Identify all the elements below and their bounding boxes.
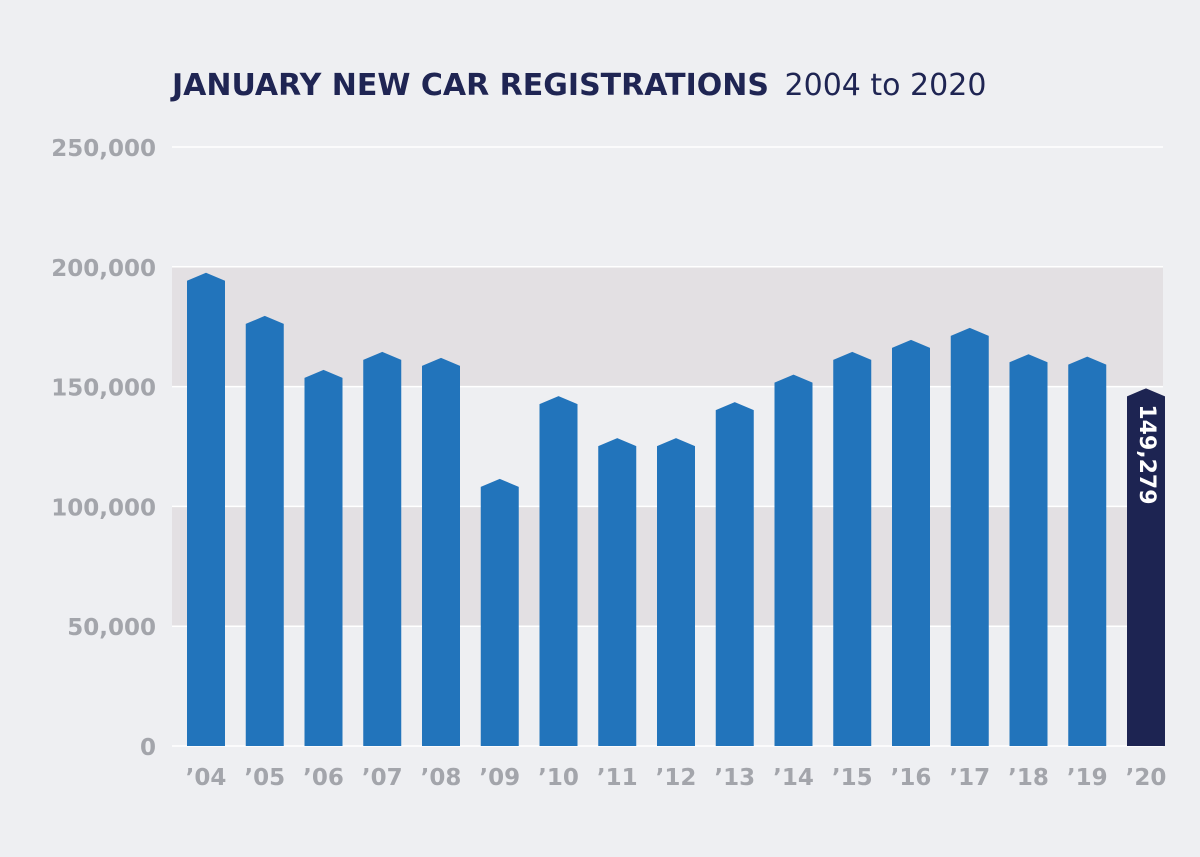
y-tick-label: 50,000 xyxy=(67,615,156,641)
x-tick-label: ’14 xyxy=(773,765,814,791)
bar-16 xyxy=(892,339,930,746)
x-tick-label: ’04 xyxy=(186,765,227,791)
x-tick-label: ’13 xyxy=(714,765,755,791)
bar-09 xyxy=(480,478,519,746)
bar-10 xyxy=(539,396,578,746)
bar-07 xyxy=(363,351,402,746)
chart-title: JANUARY NEW CAR REGISTRATIONS 2004 to 20… xyxy=(172,68,986,103)
x-tick-label: ’12 xyxy=(656,765,697,791)
bar-04 xyxy=(187,272,225,746)
x-tick-label: ’07 xyxy=(362,765,403,791)
bar-19 xyxy=(1068,356,1107,746)
x-tick-label: ’15 xyxy=(832,765,873,791)
bar-15 xyxy=(833,351,872,746)
y-tick-label: 150,000 xyxy=(51,376,156,402)
x-tick-label: ’18 xyxy=(1008,765,1049,791)
bar-20 xyxy=(1127,388,1165,746)
bar-05 xyxy=(245,315,284,746)
x-tick-label: ’09 xyxy=(479,765,520,791)
bar-13 xyxy=(715,402,754,746)
bar-06 xyxy=(304,369,343,746)
chart-title-main: JANUARY NEW CAR REGISTRATIONS xyxy=(172,68,769,103)
chart-title-sub: 2004 to 2020 xyxy=(784,68,987,103)
bar-11 xyxy=(598,438,637,746)
shaded-band-1 xyxy=(172,266,1163,387)
y-tick-label: 0 xyxy=(140,735,156,761)
bar-17 xyxy=(950,327,989,746)
x-tick-label: ’08 xyxy=(421,765,462,791)
bar-18 xyxy=(1009,354,1048,746)
x-tick-label: ’05 xyxy=(244,765,285,791)
data-label-2020: 149,279 xyxy=(1134,404,1159,504)
x-tick-label: ’11 xyxy=(597,765,638,791)
bar-14 xyxy=(774,374,813,746)
bar-12 xyxy=(657,438,695,746)
x-tick-label: ’20 xyxy=(1126,765,1167,791)
x-tick-label: ’10 xyxy=(538,765,579,791)
x-tick-label: ’06 xyxy=(303,765,344,791)
bar-08 xyxy=(422,357,460,746)
x-tick-label: ’19 xyxy=(1067,765,1108,791)
y-tick-label: 200,000 xyxy=(51,256,156,282)
x-tick-label: ’17 xyxy=(949,765,990,791)
y-tick-label: 250,000 xyxy=(51,136,156,162)
y-tick-label: 100,000 xyxy=(51,495,156,521)
x-tick-label: ’16 xyxy=(891,765,932,791)
